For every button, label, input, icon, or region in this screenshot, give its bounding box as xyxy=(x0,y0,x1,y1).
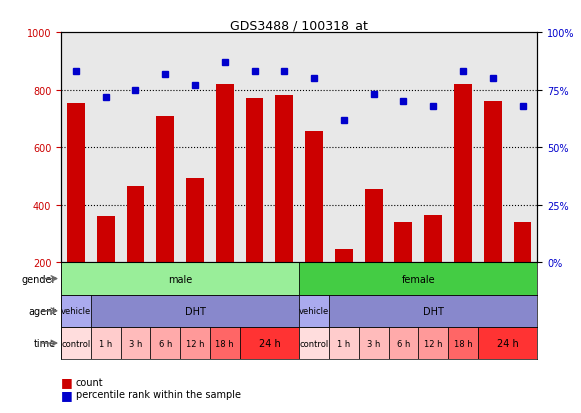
Bar xyxy=(240,327,299,359)
Bar xyxy=(365,190,383,263)
Bar xyxy=(61,327,91,359)
Text: female: female xyxy=(401,274,435,284)
Text: 6 h: 6 h xyxy=(159,339,172,348)
Bar xyxy=(180,327,210,359)
Text: agent: agent xyxy=(28,306,56,316)
Bar xyxy=(454,85,472,263)
Text: 12 h: 12 h xyxy=(424,339,443,348)
Bar xyxy=(394,223,413,263)
Text: gender: gender xyxy=(21,274,56,284)
Bar xyxy=(329,295,537,327)
Bar xyxy=(418,327,448,359)
Text: control: control xyxy=(299,339,329,348)
Bar xyxy=(67,103,85,263)
Title: GDS3488 / 100318_at: GDS3488 / 100318_at xyxy=(230,19,368,32)
Text: vehicle: vehicle xyxy=(61,306,91,316)
Bar xyxy=(91,327,121,359)
Text: DHT: DHT xyxy=(423,306,444,316)
Text: count: count xyxy=(76,377,103,387)
Bar xyxy=(448,327,478,359)
Bar xyxy=(484,102,502,263)
Bar xyxy=(150,327,180,359)
Bar xyxy=(96,217,114,263)
Bar xyxy=(299,263,537,295)
Text: 1 h: 1 h xyxy=(99,339,112,348)
Text: 24 h: 24 h xyxy=(259,338,280,348)
Bar xyxy=(299,295,329,327)
Text: 6 h: 6 h xyxy=(397,339,410,348)
Text: percentile rank within the sample: percentile rank within the sample xyxy=(76,389,241,399)
Text: vehicle: vehicle xyxy=(299,306,329,316)
Text: 18 h: 18 h xyxy=(454,339,472,348)
Bar xyxy=(424,216,442,263)
Bar xyxy=(275,96,293,263)
Bar xyxy=(514,223,532,263)
Text: time: time xyxy=(34,338,56,348)
Text: 12 h: 12 h xyxy=(186,339,205,348)
Bar xyxy=(210,327,240,359)
Bar xyxy=(389,327,418,359)
Bar xyxy=(156,116,174,263)
Bar xyxy=(216,85,234,263)
Text: control: control xyxy=(61,339,91,348)
Bar xyxy=(305,132,323,263)
Text: 1 h: 1 h xyxy=(337,339,350,348)
Bar xyxy=(478,327,537,359)
Text: ■: ■ xyxy=(61,388,73,401)
Bar xyxy=(186,178,204,263)
Text: DHT: DHT xyxy=(185,306,206,316)
Bar xyxy=(61,295,91,327)
Text: ■: ■ xyxy=(61,375,73,389)
Bar xyxy=(121,327,150,359)
Text: 18 h: 18 h xyxy=(216,339,234,348)
Text: 3 h: 3 h xyxy=(129,339,142,348)
Bar xyxy=(246,99,264,263)
Bar xyxy=(127,187,145,263)
Bar xyxy=(61,263,299,295)
Bar xyxy=(299,327,329,359)
Text: 24 h: 24 h xyxy=(497,338,518,348)
Text: 3 h: 3 h xyxy=(367,339,381,348)
Text: male: male xyxy=(168,274,192,284)
Bar xyxy=(329,327,359,359)
Bar xyxy=(335,249,353,263)
Bar xyxy=(91,295,299,327)
Bar xyxy=(359,327,389,359)
